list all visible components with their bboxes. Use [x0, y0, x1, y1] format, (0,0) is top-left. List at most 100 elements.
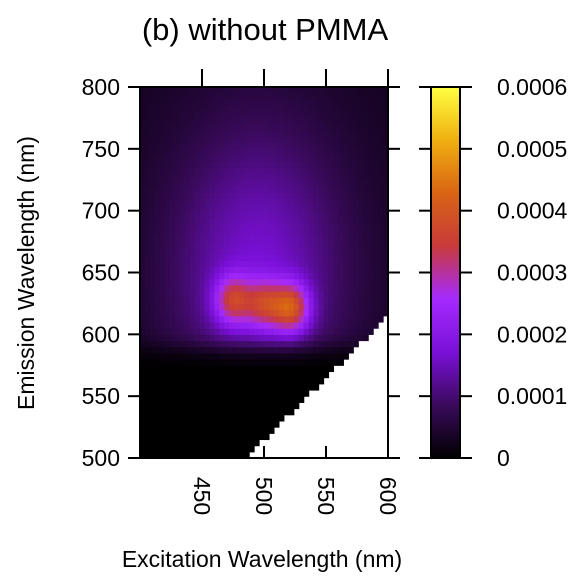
- heatmap-cell: [224, 377, 230, 385]
- heatmap-cell: [219, 124, 225, 131]
- heatmap-cell: [164, 414, 171, 422]
- heatmap-cell: [189, 266, 196, 274]
- heatmap-cell: [149, 439, 156, 447]
- heatmap-cell: [383, 99, 389, 107]
- heatmap-cell: [333, 235, 339, 243]
- heatmap-cell: [219, 87, 225, 94]
- heatmap-cell: [249, 383, 255, 391]
- heatmap-cell: [140, 427, 146, 434]
- heatmap-cell: [154, 229, 161, 236]
- heatmap-cell: [234, 340, 240, 348]
- heatmap-cell: [194, 321, 201, 329]
- heatmap-cell: [308, 223, 315, 230]
- heatmap-cell: [328, 155, 335, 162]
- heatmap-cell: [353, 328, 359, 335]
- heatmap-cell: [184, 229, 191, 236]
- colorbar-tick-label: 0.0002: [497, 321, 567, 347]
- heatmap-cell: [328, 210, 335, 218]
- heatmap-cell: [214, 371, 220, 379]
- heatmap-cell: [378, 179, 384, 187]
- heatmap-cell: [179, 309, 186, 317]
- heatmap-cell: [363, 167, 369, 175]
- heatmap-cell: [179, 105, 186, 113]
- heatmap-cell: [224, 420, 230, 428]
- heatmap-cell: [219, 427, 225, 434]
- heatmap-cell: [254, 365, 260, 373]
- heatmap-cell: [273, 383, 280, 391]
- heatmap-cell: [224, 291, 230, 298]
- heatmap-cell: [348, 87, 354, 94]
- heatmap-cell: [383, 117, 389, 125]
- heatmap-cell: [268, 427, 275, 434]
- heatmap-cell: [229, 315, 235, 323]
- heatmap-cell: [224, 451, 230, 459]
- heatmap-cell: [368, 235, 374, 243]
- heatmap-cell: [239, 210, 245, 218]
- heatmap-cell: [348, 93, 354, 100]
- heatmap-cell: [219, 433, 225, 441]
- heatmap-cell: [368, 99, 374, 107]
- heatmap-cell: [333, 136, 339, 144]
- heatmap-cell: [288, 235, 295, 243]
- heatmap-cell: [164, 408, 171, 416]
- heatmap-cell: [268, 359, 275, 366]
- heatmap-cell: [298, 136, 305, 144]
- heatmap-cell: [318, 253, 325, 261]
- heatmap-cell: [144, 148, 151, 156]
- heatmap-cell: [254, 420, 260, 428]
- heatmap-cell: [283, 148, 290, 156]
- heatmap-cell: [298, 359, 305, 366]
- heatmap-cell: [278, 284, 285, 292]
- heatmap-cell: [368, 223, 374, 230]
- heatmap-cell: [333, 192, 339, 199]
- heatmap-cell: [204, 377, 211, 385]
- heatmap-cell: [204, 117, 211, 125]
- heatmap-cell: [259, 266, 265, 274]
- heatmap-cell: [273, 210, 280, 218]
- heatmap-cell: [308, 359, 315, 366]
- heatmap-cell: [159, 192, 166, 199]
- heatmap-cell: [140, 167, 146, 175]
- heatmap-cell: [244, 124, 250, 131]
- heatmap-cell: [254, 321, 260, 329]
- heatmap-cell: [363, 93, 369, 100]
- heatmap-cell: [259, 433, 265, 441]
- heatmap-cell: [288, 303, 295, 311]
- heatmap-cell: [343, 192, 349, 199]
- heatmap-cell: [140, 340, 146, 348]
- heatmap-cell: [373, 192, 379, 199]
- heatmap-cell: [358, 179, 364, 187]
- heatmap-cell: [308, 309, 315, 317]
- heatmap-cell: [199, 142, 206, 150]
- heatmap-cell: [333, 117, 339, 125]
- heatmap-cell: [368, 167, 374, 175]
- heatmap-cell: [179, 130, 186, 138]
- heatmap-cell: [174, 291, 181, 298]
- heatmap-cell: [239, 284, 245, 292]
- heatmap-cell: [224, 173, 230, 181]
- colorbar-tick-label: 0.0003: [497, 260, 567, 286]
- heatmap-cell: [254, 427, 260, 434]
- heatmap-cell: [373, 272, 379, 280]
- heatmap-cell: [313, 328, 320, 335]
- heatmap-cell: [140, 87, 146, 94]
- heatmap-cell: [204, 427, 211, 434]
- heatmap-cell: [303, 352, 310, 360]
- heatmap-cell: [328, 167, 335, 175]
- heatmap-cell: [239, 321, 245, 329]
- heatmap-cell: [174, 284, 181, 292]
- heatmap-cell: [293, 105, 300, 113]
- heatmap-cell: [338, 309, 344, 317]
- heatmap-cell: [254, 266, 260, 274]
- heatmap-cell: [323, 371, 330, 379]
- heatmap-cell: [328, 185, 335, 193]
- heatmap-cell: [239, 223, 245, 230]
- heatmap-cell: [154, 439, 161, 447]
- heatmap-cell: [244, 179, 250, 187]
- heatmap-cell: [303, 235, 310, 243]
- heatmap-cell: [363, 105, 369, 113]
- heatmap-cell: [140, 99, 146, 107]
- heatmap-cell: [174, 179, 181, 187]
- heatmap-cell: [164, 328, 171, 335]
- heatmap-cell: [140, 266, 146, 274]
